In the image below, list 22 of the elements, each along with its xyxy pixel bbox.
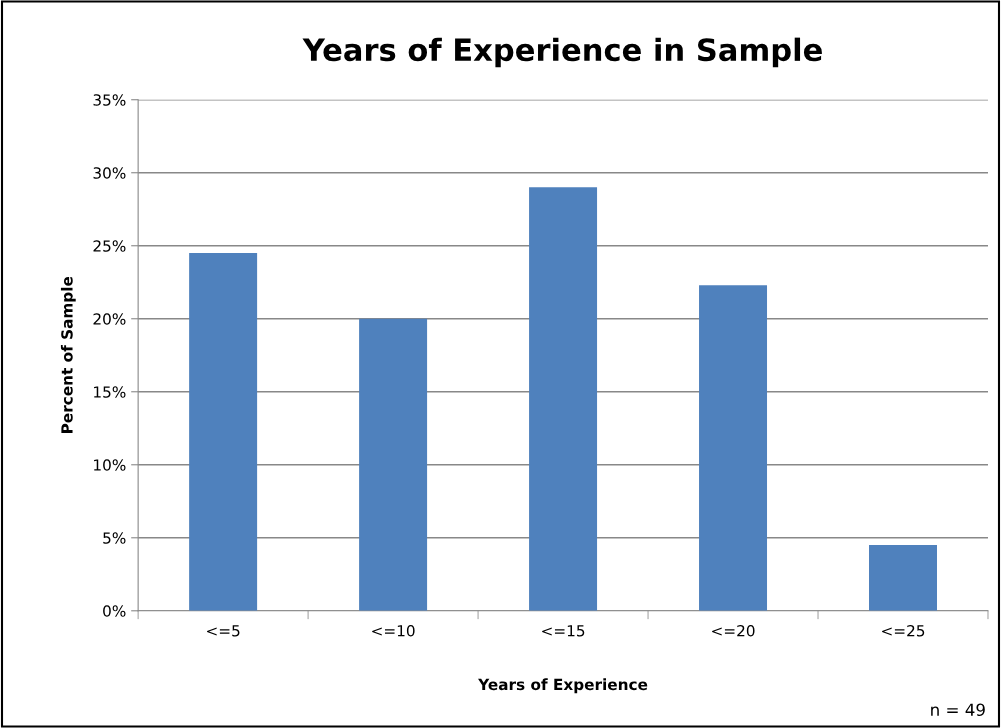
y-tick-label: 15%	[94, 386, 126, 398]
x-tick-label: <=10	[372, 624, 415, 637]
y-tick-label: 10%	[94, 459, 126, 471]
bar	[869, 545, 937, 611]
x-tick-label: <=15	[542, 625, 585, 637]
bar	[699, 285, 768, 611]
text: n = 49	[931, 703, 985, 717]
x-tick-label: <=5	[207, 625, 240, 637]
y-axis-title: Percent of Sample	[60, 276, 76, 433]
bar	[359, 318, 428, 611]
x-tick-label: <=25	[882, 624, 925, 637]
x-tick-label: <=20	[712, 624, 755, 637]
y-tick-label: 35%	[93, 94, 126, 106]
bar	[529, 187, 598, 611]
y-tick-label: 25%	[93, 240, 126, 252]
y-tick-label: 0%	[103, 605, 126, 617]
x-axis-title: Years of Experience	[478, 678, 648, 694]
chart-title: Years of Experience in Sample	[302, 37, 822, 68]
bar	[189, 253, 258, 611]
y-tick-label: 30%	[93, 167, 126, 179]
y-tick-label: 5%	[103, 532, 126, 544]
y-tick-label: 20%	[93, 313, 126, 325]
